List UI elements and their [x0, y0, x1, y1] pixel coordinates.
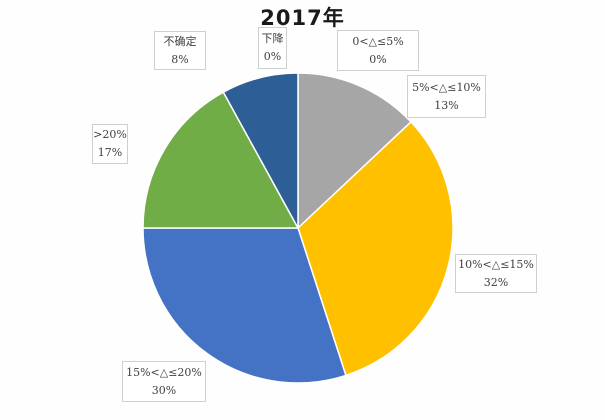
slice-label: 下降: [261, 32, 284, 45]
slice-label: 0<△≤5%: [352, 34, 404, 48]
slice-label: >20%: [93, 128, 127, 141]
label-box-0-5: 0<△≤5% 0%: [337, 30, 419, 71]
slice-value: 0%: [369, 52, 387, 66]
chart-title: 2017年: [260, 6, 345, 30]
slice-value: 0%: [263, 50, 282, 63]
slice-label: 15%<△≤20%: [126, 365, 202, 379]
slice-label: 10%<△≤15%: [458, 257, 534, 271]
pie-slice-5: [142, 91, 299, 229]
slice-value: 17%: [97, 146, 123, 159]
pie-slice-4: [142, 227, 347, 384]
slice-value: 32%: [483, 275, 509, 289]
pie-slice-3: [297, 121, 454, 377]
pie-slice-6: [222, 72, 299, 229]
slice-value: 8%: [171, 52, 189, 66]
label-box-10-15: 10%<△≤15% 32%: [455, 254, 537, 293]
label-box-decline: 下降 0%: [258, 27, 287, 69]
slice-value: 30%: [151, 383, 177, 397]
label-box-5-10: 5%<△≤10% 13%: [407, 75, 486, 118]
label-box-uncertain: 不确定 8%: [154, 31, 206, 70]
slice-value: 13%: [434, 98, 459, 112]
pie-slice-2: [297, 72, 412, 229]
slice-label: 不确定: [163, 34, 197, 48]
label-box-15-20: 15%<△≤20% 30%: [122, 361, 206, 402]
slice-label: 5%<△≤10%: [412, 80, 481, 94]
label-box-gt-20: >20% 17%: [92, 124, 128, 164]
